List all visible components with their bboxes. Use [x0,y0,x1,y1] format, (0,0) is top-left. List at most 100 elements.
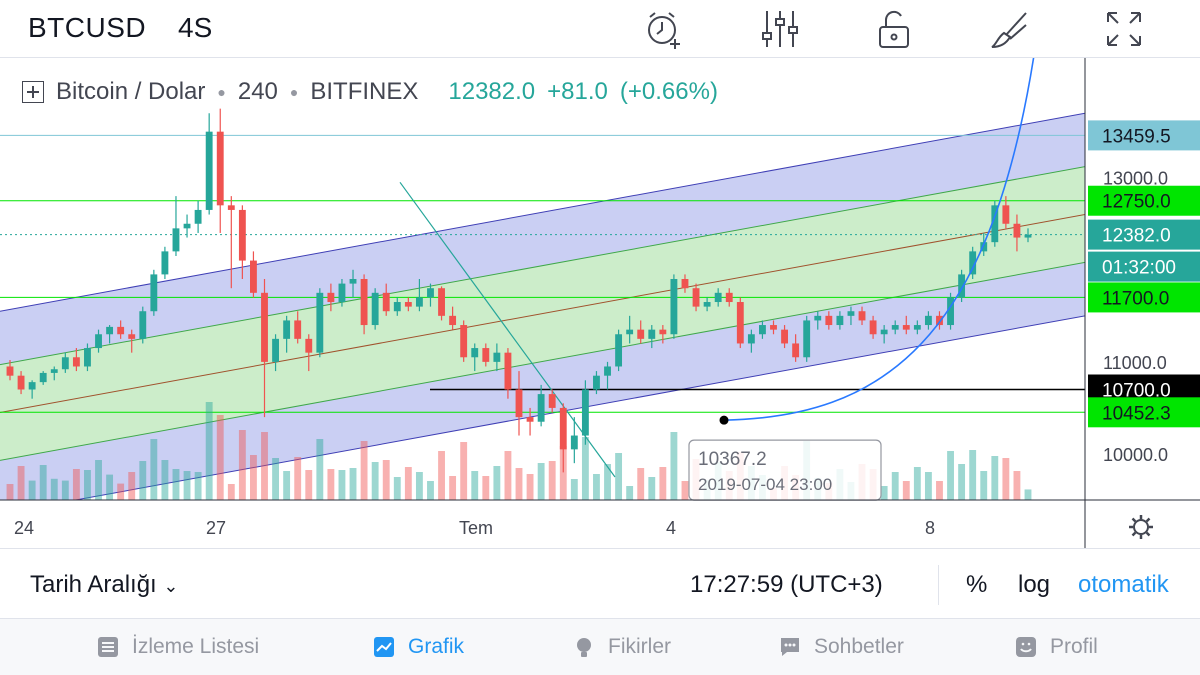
candle-body [84,348,91,367]
date-range-button[interactable]: Tarih Aralığı ⌄ [30,571,179,598]
expand-legend-icon[interactable] [22,81,44,103]
volume-bar [924,472,932,500]
tooltip-price: 10367.2 [698,449,767,470]
tab-chart[interactable]: Grafik [372,635,464,659]
price-axis-label-bg [1088,251,1200,282]
volume-bar [1013,471,1021,500]
volume-bar [371,462,379,500]
candle-body [803,320,811,358]
price-axis-label: 10700.0 [1102,381,1171,402]
volume-bar [194,472,202,500]
interval-selector[interactable]: 4S [178,12,213,43]
time-tick-label: Tem [459,518,493,538]
volume-bar [382,460,390,500]
chart-area[interactable]: 10367.2 2019-07-04 23:00 13000.0 11000.0 100… [0,58,1200,548]
volume-bar [150,439,158,500]
volume-bar [648,477,656,500]
candle-body [969,251,977,275]
volume-bar [404,467,412,500]
clock-timezone[interactable]: 17:27:59 (UTC+3) [690,571,883,598]
tab-profile[interactable]: Profil [1014,635,1098,659]
candle-body [327,292,335,303]
candle-body [858,311,866,321]
candle-body [238,209,246,261]
log-scale-button[interactable]: log [1018,571,1051,598]
channel-upper-line [0,112,1085,312]
tooltip-date: 2019-07-04 23:00 [698,475,832,494]
channel-center-line [0,214,1085,414]
fullscreen-icon[interactable] [1100,6,1148,52]
indicators-icon[interactable] [756,6,804,52]
volume-bar [482,476,490,500]
candle-body [250,260,257,293]
volume-bar [283,471,291,500]
volume-bar [438,451,445,500]
volume-bar [338,470,346,500]
profile-icon [1016,637,1036,657]
percent-scale-button[interactable]: % [966,571,988,598]
price-axis-label: 12382.0 [1102,226,1171,247]
chart-legend: Bitcoin / Dolar ● 240 ● BITFINEX 12382.0… [22,78,718,106]
alarm-add-icon[interactable] [640,6,688,52]
candle-body [537,394,545,422]
volume-bar [172,469,180,500]
volume-bar [128,472,136,500]
candle-body [836,315,844,326]
candle-body [460,325,468,358]
candle-body [891,325,899,330]
candle-body [814,315,822,321]
candle-body [106,326,114,335]
auto-scale-button[interactable]: otomatik [1078,571,1169,598]
price-axis-label: 01:32:00 [1102,258,1176,279]
list-icon [98,637,118,657]
candle-body [338,283,346,303]
volume-bar [238,430,246,500]
candle-body [305,338,313,353]
lightbulb-icon [577,638,591,657]
price-chart[interactable]: 10367.2 2019-07-04 23:00 13000.0 11000.0 100… [0,58,1200,548]
candle-body [1013,223,1021,238]
candle-body [515,389,523,418]
tab-ideas[interactable]: Fikirler [572,635,671,659]
candle-body [449,315,457,326]
volume-bar [161,460,169,500]
volume-bar [891,472,899,500]
candle-body [526,417,534,422]
volume-bar [504,451,512,500]
volume-bar [1024,489,1032,500]
candle-body [648,329,656,339]
drawing-brush-icon[interactable] [986,6,1034,52]
settings-gear-icon[interactable] [1129,515,1153,539]
volume-bar [958,464,966,500]
volume-bar [593,474,600,500]
volume-bar [61,480,69,500]
symbol-name[interactable]: BTCUSD [28,12,147,43]
candle-body [95,334,102,349]
volume-bar [980,471,988,500]
projection-curve [723,58,1035,421]
price-axis-label: 12750.0 [1102,192,1171,213]
time-tick-label: 27 [206,518,226,538]
candle-body [781,329,788,344]
candle-body [570,435,578,450]
volume-bar [28,480,36,500]
candle-body [659,329,667,335]
price-axis-label: 11700.0 [1102,288,1169,309]
candle-body [404,302,412,307]
price-axis-label-bg [1088,185,1200,216]
candle-body [61,357,69,370]
candle-body [393,302,401,312]
tab-watchlist[interactable]: İzleme Listesi [96,635,259,659]
volume-bar [95,460,102,500]
tab-chats[interactable]: Sohbetler [778,635,904,659]
candle-body [604,366,611,376]
volume-bar [1002,458,1010,500]
candle-body [360,279,368,326]
volume-bar [537,463,545,500]
candle-body [869,320,877,335]
unlock-icon[interactable] [870,6,918,52]
volume-bar [902,481,910,500]
chat-icon [781,638,799,656]
candle-body [958,274,966,298]
volume-bar [460,442,468,500]
